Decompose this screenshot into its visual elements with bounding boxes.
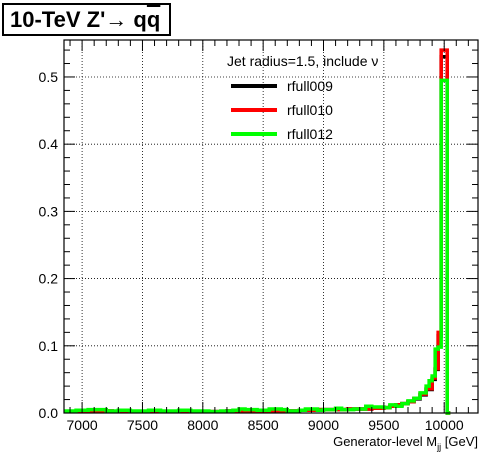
y-tick-label: 0.0 [39, 405, 59, 421]
y-tick-label: 0.4 [39, 136, 59, 152]
axes-frame [63, 39, 479, 414]
legend-label-rfull009: rfull009 [287, 78, 333, 94]
series-line-rfull012 [64, 78, 451, 415]
x-tick-label: 8000 [187, 417, 218, 433]
y-tick-label: 0.2 [39, 271, 59, 287]
x-tick-label: 9000 [308, 417, 339, 433]
x-tick-label: 9500 [368, 417, 399, 433]
chart-title: 10-TeV Z'→ qq [2, 3, 171, 36]
title-antiquark: q [146, 7, 161, 32]
title-arrow: → [105, 7, 128, 32]
x-axis-label: Generator-level Mjj [GeV] [333, 434, 478, 452]
x-tick-label: 8500 [248, 417, 279, 433]
legend-label-rfull012: rfull012 [287, 126, 333, 142]
plot-area [64, 40, 478, 413]
title-quark: q [133, 7, 147, 32]
x-tick-label: 10000 [425, 417, 464, 433]
y-tick-label: 0.3 [39, 203, 59, 219]
y-tick-label: 0.5 [39, 69, 59, 85]
legend-header: Jet radius=1.5, include ν [227, 53, 378, 69]
x-tick-label: 7500 [127, 417, 158, 433]
title-prefix: 10-TeV Z' [10, 7, 106, 32]
legend-label-rfull010: rfull010 [287, 102, 333, 118]
y-tick-label: 0.1 [39, 338, 59, 354]
x-tick-label: 7000 [67, 417, 98, 433]
